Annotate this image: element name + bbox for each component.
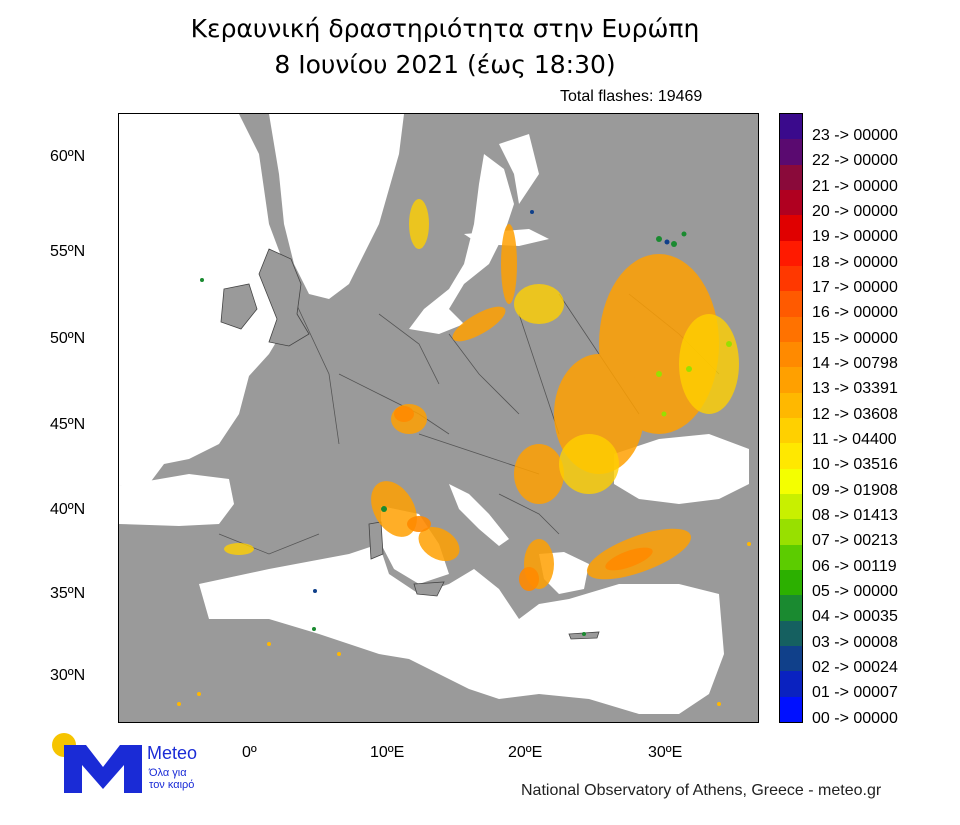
legend-swatch xyxy=(780,645,802,672)
legend-swatch xyxy=(780,468,802,494)
lat-label-55: 55ºN xyxy=(50,243,86,260)
legend-label: 09 -> 01908 xyxy=(812,481,898,499)
logo-name: Meteo xyxy=(147,743,198,763)
legend-label: 04 -> 00035 xyxy=(812,608,898,626)
legend-label: 12 -> 03608 xyxy=(812,405,898,423)
seas xyxy=(119,114,749,714)
legend-swatch xyxy=(780,215,802,241)
legend-label: 16 -> 00000 xyxy=(812,304,898,322)
legend-label: 20 -> 00000 xyxy=(812,203,898,220)
meteo-m-icon xyxy=(64,745,142,793)
legend-swatch xyxy=(780,367,802,393)
lat-label-60: 60ºN xyxy=(50,148,86,165)
lat-label-45: 45ºN xyxy=(50,416,86,433)
legend-swatch xyxy=(780,417,802,444)
slogan-line-2: τον καιρό xyxy=(149,779,195,791)
legend-swatch xyxy=(780,114,802,140)
legend-label: 11 -> 04400 xyxy=(812,431,897,448)
lightning-map xyxy=(118,113,759,723)
lon-label-30: 30ºE xyxy=(648,744,683,761)
slogan-line-1: Όλα για xyxy=(149,767,187,779)
lon-label-0: 0º xyxy=(242,744,257,761)
legend-swatch xyxy=(780,291,802,317)
legend-label: 03 -> 00008 xyxy=(812,633,898,651)
legend-label: 15 -> 00000 xyxy=(812,329,898,347)
logo-slogan: Όλα για τον καιρό xyxy=(149,767,194,791)
lat-label-35: 35ºN xyxy=(50,585,86,602)
legend-swatch xyxy=(780,519,802,545)
legend-swatch xyxy=(780,493,802,520)
legend-label: 19 -> 00000 xyxy=(812,228,898,246)
map-title-line1: Κεραυνική δραστηριότητα στην Ευρώπη xyxy=(190,14,700,43)
legend-label: 08 -> 01413 xyxy=(812,507,898,524)
legend-label: 14 -> 00798 xyxy=(812,355,898,372)
map-title-line2: 8 Ιουνίου 2021 (έως 18:30) xyxy=(274,50,616,79)
legend-label: 17 -> 00000 xyxy=(812,279,898,296)
legend-label: 21 -> 00000 xyxy=(812,177,898,195)
legend-label: 02 -> 00024 xyxy=(812,659,898,676)
legend-swatch xyxy=(780,240,802,266)
legend-swatch xyxy=(780,443,802,469)
legend-swatch xyxy=(780,164,802,190)
legend-swatch xyxy=(780,595,802,621)
legend-swatch xyxy=(780,189,802,216)
legend-swatch xyxy=(780,696,802,722)
legend-swatch xyxy=(780,620,802,646)
british-isles xyxy=(220,248,310,347)
legend-swatch xyxy=(780,316,802,342)
legend-label: 05 -> 00000 xyxy=(812,583,898,600)
legend-label: 07 -> 00213 xyxy=(812,532,898,550)
source-credit: National Observatory of Athens, Greece -… xyxy=(521,782,882,799)
legend-swatch xyxy=(780,341,802,368)
legend-swatch xyxy=(780,544,802,570)
lat-label-50: 50ºN xyxy=(50,330,86,347)
color-legend xyxy=(779,113,803,723)
lon-label-10: 10ºE xyxy=(370,744,405,761)
lat-label-30: 30ºN xyxy=(50,667,86,684)
meteo-logo: Meteo Όλα για τον καιρό xyxy=(52,733,212,795)
legend-swatch xyxy=(780,139,802,165)
legend-label: 22 -> 00000 xyxy=(812,152,898,170)
legend-label: 06 -> 00119 xyxy=(812,557,897,575)
total-flashes-label: Total flashes: 19469 xyxy=(560,88,703,105)
legend-label: 10 -> 03516 xyxy=(812,456,898,474)
legend-label: 23 -> 00000 xyxy=(812,127,898,144)
lightning-flashes xyxy=(177,199,751,706)
legend-label: 00 -> 00000 xyxy=(812,709,898,727)
legend-label: 13 -> 03391 xyxy=(812,380,898,398)
legend-label: 18 -> 00000 xyxy=(812,253,898,271)
lon-label-20: 20ºE xyxy=(508,744,543,761)
legend-swatch xyxy=(780,569,802,596)
legend-swatch xyxy=(780,671,802,697)
lat-label-40: 40ºN xyxy=(50,501,86,518)
legend-swatch xyxy=(780,265,802,292)
legend-swatch xyxy=(780,392,802,418)
legend-label: 01 -> 00007 xyxy=(812,684,898,702)
